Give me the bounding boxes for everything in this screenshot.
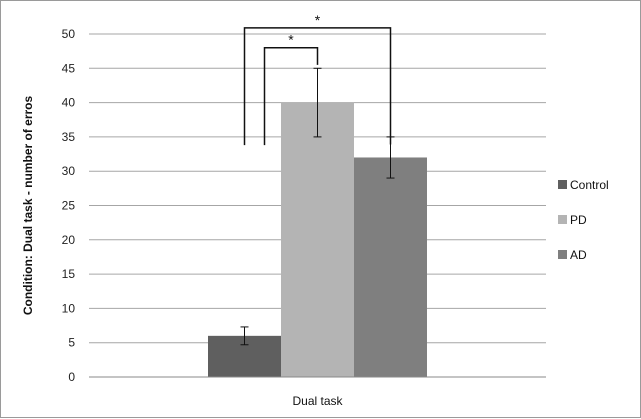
- significance-bracket: [243, 27, 392, 146]
- legend-label-ad: AD: [570, 248, 587, 262]
- legend: Control PD AD: [558, 178, 609, 262]
- y-tick-label: 5: [68, 336, 75, 350]
- legend-label-pd: PD: [570, 213, 587, 227]
- legend-label-control: Control: [570, 178, 609, 192]
- y-axis-ticks: 0 5 10 15 20 25 30 35 40 45 50: [62, 27, 76, 384]
- significance-bracket: [263, 46, 319, 146]
- legend-swatch-control: [558, 180, 567, 189]
- y-tick-label: 35: [62, 130, 76, 144]
- significance-brackets: **: [243, 12, 392, 146]
- y-axis-title: Condition: Dual task - number of erros: [21, 96, 35, 316]
- y-tick-label: 0: [68, 370, 75, 384]
- bar-ad: [354, 157, 427, 377]
- y-tick-label: 50: [62, 27, 76, 41]
- legend-swatch-ad: [558, 250, 567, 259]
- y-tick-label: 30: [62, 164, 76, 178]
- legend-swatch-pd: [558, 215, 567, 224]
- y-tick-label: 10: [62, 301, 76, 315]
- significance-star: *: [315, 12, 321, 28]
- bar-pd: [281, 102, 354, 377]
- y-tick-label: 40: [62, 96, 76, 110]
- y-tick-label: 45: [62, 61, 76, 75]
- x-category-label: Dual task: [292, 394, 343, 408]
- significance-star: *: [288, 32, 294, 48]
- y-tick-label: 20: [62, 233, 76, 247]
- y-tick-label: 15: [62, 267, 76, 281]
- y-tick-label: 25: [62, 199, 76, 213]
